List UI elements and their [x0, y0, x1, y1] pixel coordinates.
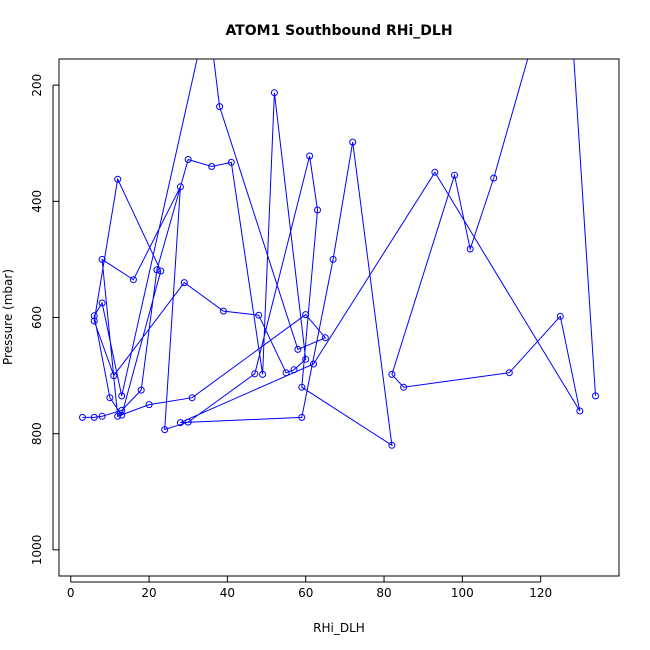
y-tick-label: 800 — [30, 422, 44, 445]
data-point — [349, 138, 357, 146]
data-point — [255, 311, 263, 319]
data-point — [216, 103, 224, 111]
data-point — [157, 267, 165, 275]
data-point — [294, 345, 302, 353]
y-tick-label: 400 — [30, 190, 44, 213]
data-point — [118, 406, 126, 414]
data-point — [505, 369, 513, 377]
y-tick-label: 200 — [30, 74, 44, 97]
data-point — [184, 156, 192, 163]
series-line — [82, 59, 596, 447]
y-axis: 200 400 600 800 1000 — [30, 74, 59, 565]
data-point — [576, 407, 584, 415]
data-point — [251, 370, 259, 378]
data-point — [145, 401, 153, 409]
x-tick-label: 120 — [529, 586, 552, 600]
data-point — [400, 383, 408, 391]
data-point — [118, 392, 126, 400]
data-point — [118, 411, 126, 419]
data-point — [227, 158, 235, 166]
plot-area — [58, 8, 620, 577]
data-point — [176, 419, 184, 427]
data-point — [79, 413, 86, 421]
data-point — [451, 171, 458, 179]
chart-title: ATOM1 Southbound RHi_DLH — [225, 23, 452, 39]
data-point — [161, 426, 169, 434]
y-tick-label: 600 — [30, 306, 44, 329]
data-point — [184, 418, 192, 426]
data-point — [388, 441, 396, 449]
data-point — [220, 307, 227, 315]
x-axis-label: RHi_DLH — [313, 621, 365, 635]
data-point — [302, 355, 310, 363]
data-point — [180, 279, 188, 287]
data-point — [329, 255, 337, 263]
data-point — [110, 372, 118, 380]
data-point — [114, 175, 122, 183]
data-point — [270, 89, 278, 97]
data-point — [137, 386, 145, 394]
data-point — [290, 366, 298, 374]
data-point — [98, 412, 106, 420]
data-point — [282, 369, 290, 377]
data-point — [306, 152, 314, 160]
data-point — [298, 413, 306, 421]
x-axis: 0 20 40 60 80 100 120 — [67, 576, 552, 600]
x-tick-label: 60 — [298, 586, 313, 600]
data-point — [90, 317, 98, 325]
y-axis-label: Pressure (mbar) — [1, 269, 15, 365]
x-tick-label: 100 — [451, 586, 474, 600]
data-point — [90, 312, 98, 320]
data-point — [431, 168, 439, 176]
series-group — [79, 8, 599, 449]
data-point — [106, 394, 114, 402]
x-tick-label: 80 — [376, 586, 391, 600]
data-point — [188, 394, 196, 402]
data-point — [592, 392, 599, 400]
data-point — [302, 311, 310, 319]
data-point — [98, 299, 106, 307]
data-point — [259, 370, 267, 378]
data-point — [310, 360, 317, 368]
data-point — [298, 383, 306, 391]
data-point — [321, 334, 329, 342]
plot-frame — [58, 58, 620, 577]
data-point — [114, 412, 122, 420]
data-point — [490, 174, 498, 182]
x-tick-label: 40 — [220, 586, 235, 600]
data-point — [208, 163, 216, 170]
data-point — [205, 8, 211, 14]
data-point — [534, 24, 540, 30]
data-point — [153, 266, 161, 274]
data-point — [314, 206, 321, 214]
x-tick-label: 20 — [141, 586, 156, 600]
data-point — [466, 245, 474, 253]
data-point — [556, 312, 564, 320]
data-point — [90, 413, 98, 421]
y-tick-label: 1000 — [30, 535, 44, 566]
data-point — [176, 183, 184, 191]
data-point — [129, 276, 137, 284]
data-point — [388, 370, 396, 378]
x-tick-label: 0 — [67, 586, 75, 600]
data-point — [98, 255, 106, 263]
